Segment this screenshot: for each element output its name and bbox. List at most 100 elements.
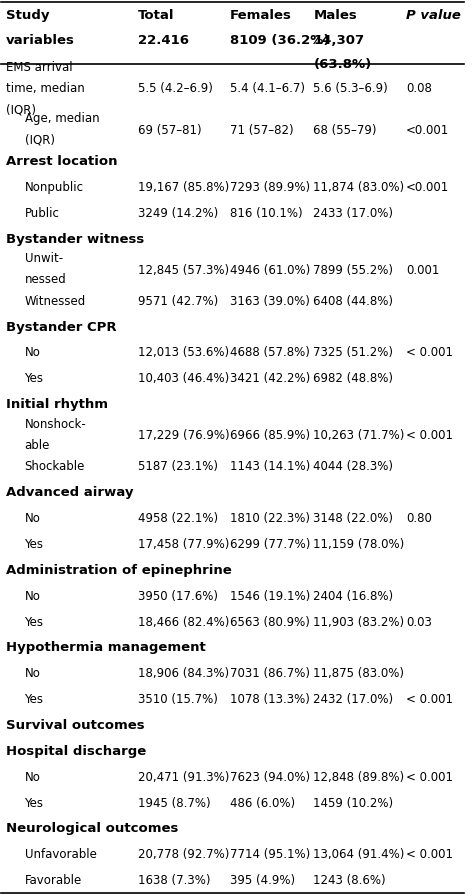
Text: 8109 (36.2%): 8109 (36.2%) <box>230 33 330 46</box>
Text: Bystander CPR: Bystander CPR <box>6 320 117 333</box>
Text: 17,458 (77.9%): 17,458 (77.9%) <box>138 537 229 551</box>
Text: Yes: Yes <box>25 537 44 551</box>
Text: 5.6 (5.3–6.9): 5.6 (5.3–6.9) <box>313 82 388 95</box>
Text: Study: Study <box>6 9 49 21</box>
Text: No: No <box>25 346 40 359</box>
Text: 12,013 (53.6%): 12,013 (53.6%) <box>138 346 229 359</box>
Text: Public: Public <box>25 207 59 219</box>
Text: 7325 (51.2%): 7325 (51.2%) <box>313 346 393 359</box>
Text: Nonpublic: Nonpublic <box>25 181 83 194</box>
Text: 18,906 (84.3%): 18,906 (84.3%) <box>138 667 229 679</box>
Text: 1078 (13.3%): 1078 (13.3%) <box>230 692 310 705</box>
Text: 6299 (77.7%): 6299 (77.7%) <box>230 537 310 551</box>
Text: 2433 (17.0%): 2433 (17.0%) <box>313 207 393 219</box>
Text: 4946 (61.0%): 4946 (61.0%) <box>230 264 310 276</box>
Text: Yes: Yes <box>25 615 44 628</box>
Text: <0.001: <0.001 <box>406 181 449 194</box>
Text: 1810 (22.3%): 1810 (22.3%) <box>230 511 310 525</box>
Text: 3148 (22.0%): 3148 (22.0%) <box>313 511 393 525</box>
Text: 0.03: 0.03 <box>406 615 432 628</box>
Text: nessed: nessed <box>25 273 66 286</box>
Text: Hypothermia management: Hypothermia management <box>6 641 206 654</box>
Text: Unfavorable: Unfavorable <box>25 848 96 860</box>
Text: 11,159 (78.0%): 11,159 (78.0%) <box>313 537 405 551</box>
Text: Witnessed: Witnessed <box>25 294 86 308</box>
Text: Yes: Yes <box>25 372 44 385</box>
Text: 5.5 (4.2–6.9): 5.5 (4.2–6.9) <box>138 82 213 95</box>
Text: 3510 (15.7%): 3510 (15.7%) <box>138 692 218 705</box>
Text: 3163 (39.0%): 3163 (39.0%) <box>230 294 310 308</box>
Text: 12,848 (89.8%): 12,848 (89.8%) <box>313 770 404 783</box>
Text: P value: P value <box>406 9 461 21</box>
Text: 1243 (8.6%): 1243 (8.6%) <box>313 873 386 886</box>
Text: 5.4 (4.1–6.7): 5.4 (4.1–6.7) <box>230 82 305 95</box>
Text: < 0.001: < 0.001 <box>406 770 453 783</box>
Text: 20,778 (92.7%): 20,778 (92.7%) <box>138 848 229 860</box>
Text: No: No <box>25 589 40 602</box>
Text: Arrest location: Arrest location <box>6 155 118 168</box>
Text: variables: variables <box>6 33 75 46</box>
Text: < 0.001: < 0.001 <box>406 429 453 442</box>
Text: No: No <box>25 770 40 783</box>
Text: 0.001: 0.001 <box>406 264 439 276</box>
Text: Males: Males <box>313 9 357 21</box>
Text: 7899 (55.2%): 7899 (55.2%) <box>313 264 393 276</box>
Text: 6408 (44.8%): 6408 (44.8%) <box>313 294 393 308</box>
Text: 1945 (8.7%): 1945 (8.7%) <box>138 796 210 809</box>
Text: able: able <box>25 438 50 451</box>
Text: 486 (6.0%): 486 (6.0%) <box>230 796 295 809</box>
Text: 10,263 (71.7%): 10,263 (71.7%) <box>313 429 405 442</box>
Text: 14,307: 14,307 <box>313 33 365 46</box>
Text: 395 (4.9%): 395 (4.9%) <box>230 873 295 886</box>
Text: 11,874 (83.0%): 11,874 (83.0%) <box>313 181 404 194</box>
Text: 5187 (23.1%): 5187 (23.1%) <box>138 460 218 473</box>
Text: 2404 (16.8%): 2404 (16.8%) <box>313 589 393 602</box>
Text: 7293 (89.9%): 7293 (89.9%) <box>230 181 310 194</box>
Text: Survival outcomes: Survival outcomes <box>6 718 145 731</box>
Text: 816 (10.1%): 816 (10.1%) <box>230 207 303 219</box>
Text: Total: Total <box>138 9 174 21</box>
Text: 11,903 (83.2%): 11,903 (83.2%) <box>313 615 404 628</box>
Text: Yes: Yes <box>25 692 44 705</box>
Text: 18,466 (82.4%): 18,466 (82.4%) <box>138 615 229 628</box>
Text: Hospital discharge: Hospital discharge <box>6 744 146 757</box>
Text: Shockable: Shockable <box>25 460 85 473</box>
Text: 3421 (42.2%): 3421 (42.2%) <box>230 372 310 385</box>
Text: Unwit-: Unwit- <box>25 251 63 265</box>
Text: 1459 (10.2%): 1459 (10.2%) <box>313 796 393 809</box>
Text: Bystander witness: Bystander witness <box>6 232 144 245</box>
Text: <0.001: <0.001 <box>406 123 449 137</box>
Text: 4958 (22.1%): 4958 (22.1%) <box>138 511 218 525</box>
Text: Favorable: Favorable <box>25 873 82 886</box>
Text: (IQR): (IQR) <box>6 103 36 116</box>
Text: time, median: time, median <box>6 82 85 95</box>
Text: 17,229 (76.9%): 17,229 (76.9%) <box>138 429 229 442</box>
Text: No: No <box>25 511 40 525</box>
Text: 6563 (80.9%): 6563 (80.9%) <box>230 615 310 628</box>
Text: 2432 (17.0%): 2432 (17.0%) <box>313 692 393 705</box>
Text: (IQR): (IQR) <box>25 133 55 147</box>
Text: 3950 (17.6%): 3950 (17.6%) <box>138 589 218 602</box>
Text: 11,875 (83.0%): 11,875 (83.0%) <box>313 667 404 679</box>
Text: 6982 (48.8%): 6982 (48.8%) <box>313 372 393 385</box>
Text: 4044 (28.3%): 4044 (28.3%) <box>313 460 393 473</box>
Text: < 0.001: < 0.001 <box>406 692 453 705</box>
Text: (63.8%): (63.8%) <box>313 58 372 72</box>
Text: 69 (57–81): 69 (57–81) <box>138 123 201 137</box>
Text: 1546 (19.1%): 1546 (19.1%) <box>230 589 310 602</box>
Text: Age, median: Age, median <box>25 112 99 125</box>
Text: Yes: Yes <box>25 796 44 809</box>
Text: 0.08: 0.08 <box>406 82 432 95</box>
Text: < 0.001: < 0.001 <box>406 848 453 860</box>
Text: EMS arrival: EMS arrival <box>6 61 73 73</box>
Text: < 0.001: < 0.001 <box>406 346 453 359</box>
Text: Advanced airway: Advanced airway <box>6 485 134 499</box>
Text: 1143 (14.1%): 1143 (14.1%) <box>230 460 310 473</box>
Text: 20,471 (91.3%): 20,471 (91.3%) <box>138 770 229 783</box>
Text: 68 (55–79): 68 (55–79) <box>313 123 377 137</box>
Text: 22.416: 22.416 <box>138 33 189 46</box>
Text: 7031 (86.7%): 7031 (86.7%) <box>230 667 310 679</box>
Text: 10,403 (46.4%): 10,403 (46.4%) <box>138 372 229 385</box>
Text: 1638 (7.3%): 1638 (7.3%) <box>138 873 210 886</box>
Text: 71 (57–82): 71 (57–82) <box>230 123 294 137</box>
